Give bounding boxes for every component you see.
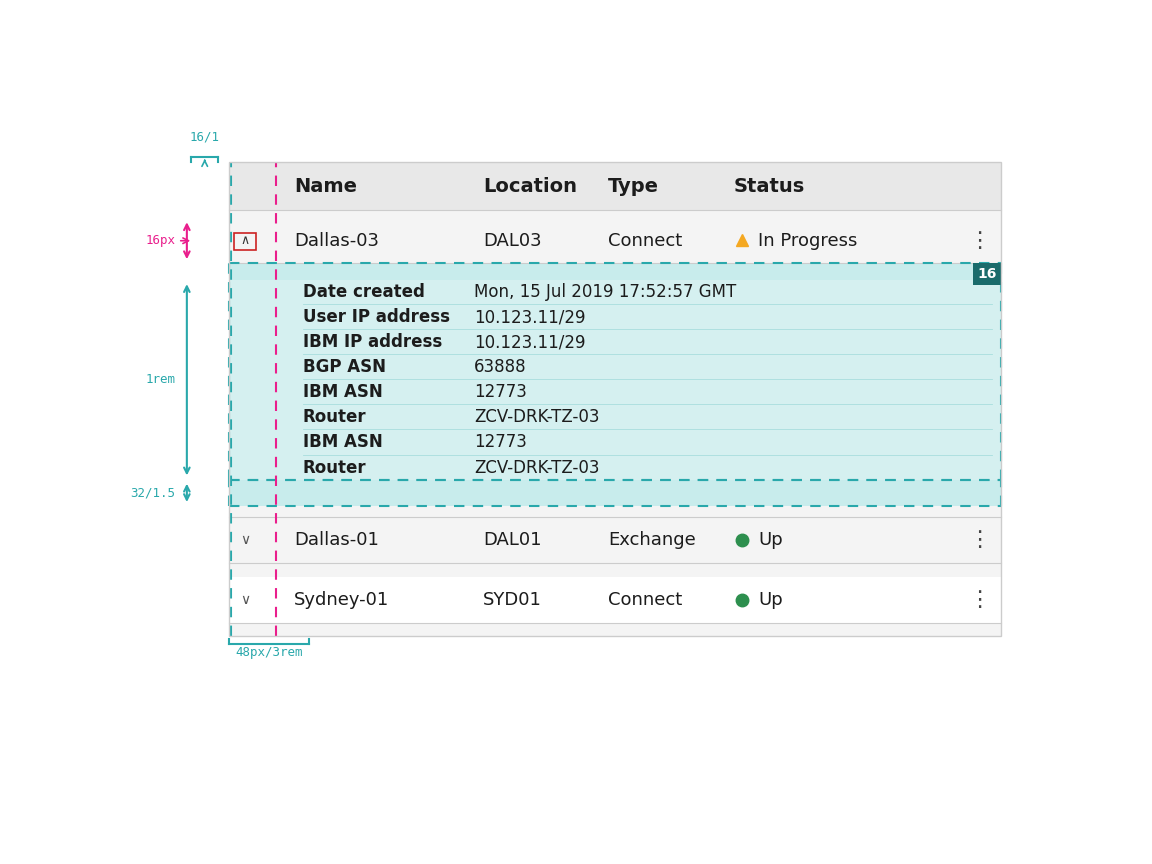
Text: Type: Type xyxy=(608,176,659,195)
Text: 10.123.11/29: 10.123.11/29 xyxy=(475,308,586,326)
Text: 1rem: 1rem xyxy=(145,373,175,386)
Text: DAL01: DAL01 xyxy=(484,531,541,550)
Text: 12773: 12773 xyxy=(475,384,528,401)
Text: Mon, 15 Jul 2019 17:52:57 GMT: Mon, 15 Jul 2019 17:52:57 GMT xyxy=(475,283,736,301)
Text: 48px/3rem: 48px/3rem xyxy=(235,646,303,659)
Text: ⋮: ⋮ xyxy=(968,590,990,610)
Text: ∨: ∨ xyxy=(240,593,250,607)
Text: Name: Name xyxy=(294,176,357,195)
Text: Connect: Connect xyxy=(608,591,682,609)
Text: DAL03: DAL03 xyxy=(484,232,541,250)
Text: Up: Up xyxy=(758,591,783,609)
Text: Date created: Date created xyxy=(303,283,425,301)
Text: 10.123.11/29: 10.123.11/29 xyxy=(475,334,586,351)
FancyBboxPatch shape xyxy=(229,162,1001,210)
Text: ZCV-DRK-TZ-03: ZCV-DRK-TZ-03 xyxy=(475,409,600,427)
Text: Sydney-01: Sydney-01 xyxy=(294,591,389,609)
FancyBboxPatch shape xyxy=(229,480,1001,506)
Text: Up: Up xyxy=(758,531,783,550)
Text: ∨: ∨ xyxy=(240,533,250,547)
Text: Exchange: Exchange xyxy=(608,531,696,550)
FancyBboxPatch shape xyxy=(229,518,1001,562)
Text: 16/1: 16/1 xyxy=(190,130,220,143)
Text: ∧: ∧ xyxy=(241,234,250,247)
Text: In Progress: In Progress xyxy=(758,232,857,250)
Text: ZCV-DRK-TZ-03: ZCV-DRK-TZ-03 xyxy=(475,459,600,477)
Text: IBM ASN: IBM ASN xyxy=(303,434,382,452)
Text: Status: Status xyxy=(733,176,804,195)
FancyBboxPatch shape xyxy=(229,162,1001,636)
Text: ⋮: ⋮ xyxy=(968,231,990,251)
Text: SYD01: SYD01 xyxy=(484,591,543,609)
FancyBboxPatch shape xyxy=(229,264,1001,280)
Text: Dallas-03: Dallas-03 xyxy=(294,232,379,250)
Text: BGP ASN: BGP ASN xyxy=(303,359,386,376)
Text: Connect: Connect xyxy=(608,232,682,250)
Text: Router: Router xyxy=(303,409,366,427)
FancyBboxPatch shape xyxy=(972,264,1001,284)
Text: 16px: 16px xyxy=(145,234,175,247)
Text: 12773: 12773 xyxy=(475,434,528,452)
Text: Router: Router xyxy=(303,459,366,477)
Text: IBM ASN: IBM ASN xyxy=(303,384,382,401)
Text: 16: 16 xyxy=(977,267,996,281)
Text: IBM IP address: IBM IP address xyxy=(303,334,442,351)
Text: 63888: 63888 xyxy=(475,359,526,376)
Text: Dallas-01: Dallas-01 xyxy=(294,531,379,550)
FancyBboxPatch shape xyxy=(229,218,1001,264)
Text: Location: Location xyxy=(484,176,577,195)
FancyBboxPatch shape xyxy=(229,280,1001,480)
Text: ⋮: ⋮ xyxy=(968,530,990,550)
Text: User IP address: User IP address xyxy=(303,308,450,326)
Text: 32/1.5: 32/1.5 xyxy=(130,486,175,499)
FancyBboxPatch shape xyxy=(229,577,1001,623)
